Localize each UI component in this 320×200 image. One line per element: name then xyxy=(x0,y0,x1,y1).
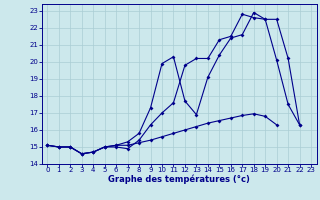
X-axis label: Graphe des températures (°c): Graphe des températures (°c) xyxy=(108,175,250,184)
